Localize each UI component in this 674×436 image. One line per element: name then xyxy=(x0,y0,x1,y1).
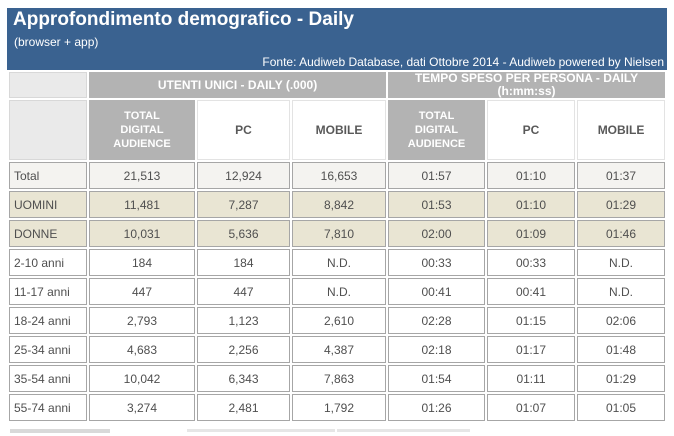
cell-value: 1,792 xyxy=(292,394,387,421)
next-table-partial-edge xyxy=(187,429,335,432)
cell-value: 01:07 xyxy=(487,394,576,421)
cell-value: 02:28 xyxy=(388,307,486,334)
cell-value: 184 xyxy=(197,249,290,276)
table-row-55-74-anni: 55-74 anni 3,274 2,481 1,792 01:26 01:07… xyxy=(9,394,666,421)
row-label: 35-54 anni xyxy=(9,365,87,392)
table-row-25-34-anni: 25-34 anni 4,683 2,256 4,387 02:18 01:17… xyxy=(9,336,666,363)
table-row-uomini: UOMINI 11,481 7,287 8,842 01:53 01:10 01… xyxy=(9,191,666,218)
cell-value: 5,636 xyxy=(197,220,290,247)
cell-value: N.D. xyxy=(292,249,387,276)
cell-value: 3,274 xyxy=(89,394,195,421)
cell-value: N.D. xyxy=(292,278,387,305)
cell-value: 11,481 xyxy=(89,191,195,218)
cell-value: 01:10 xyxy=(487,191,576,218)
cell-value: 01:26 xyxy=(388,394,486,421)
row-label: 2-10 anni xyxy=(9,249,87,276)
cell-value: 00:33 xyxy=(487,249,576,276)
table-row-donne: DONNE 10,031 5,636 7,810 02:00 01:09 01:… xyxy=(9,220,666,247)
page-subtitle: (browser + app) xyxy=(14,35,99,49)
cell-value: 01:29 xyxy=(577,365,666,392)
cell-value: 184 xyxy=(89,249,195,276)
cell-value: 10,031 xyxy=(89,220,195,247)
row-label: 11-17 anni xyxy=(9,278,87,305)
group-header-row: UTENTI UNICI - DAILY (.000) TEMPO SPESO … xyxy=(9,72,666,98)
cell-value: 8,842 xyxy=(292,191,387,218)
cell-value: 4,683 xyxy=(89,336,195,363)
row-label: UOMINI xyxy=(9,191,87,218)
sub-header-row: TOTAL DIGITAL AUDIENCE PC MOBILE TOTAL D… xyxy=(9,100,666,160)
cell-value: 00:41 xyxy=(487,278,576,305)
cell-value: 00:33 xyxy=(388,249,486,276)
cell-value: 2,610 xyxy=(292,307,387,334)
cell-value: 12,924 xyxy=(197,162,290,189)
cell-value: 01:29 xyxy=(577,191,666,218)
col-header-pc-uu: PC xyxy=(197,100,290,160)
group-header-label: UTENTI UNICI - DAILY (.000) xyxy=(157,77,318,92)
cell-value: 21,513 xyxy=(89,162,195,189)
row-label: 55-74 anni xyxy=(9,394,87,421)
cell-value: 01:17 xyxy=(487,336,576,363)
table-row-35-54-anni: 35-54 anni 10,042 6,343 7,863 01:54 01:1… xyxy=(9,365,666,392)
cell-value: 16,653 xyxy=(292,162,387,189)
cell-value: 2,481 xyxy=(197,394,290,421)
source-note: Fonte: Audiweb Database, dati Ottobre 20… xyxy=(262,55,664,69)
cell-value: 01:53 xyxy=(388,191,486,218)
cell-value: 01:10 xyxy=(487,162,576,189)
group-header-utenti-unici: UTENTI UNICI - DAILY (.000) xyxy=(89,72,387,98)
row-label: 25-34 anni xyxy=(9,336,87,363)
cell-value: 7,863 xyxy=(292,365,387,392)
row-label: 18-24 anni xyxy=(9,307,87,334)
group-header-label: TEMPO SPESO PER PERSONA - DAILY xyxy=(414,72,639,85)
cell-value: 2,793 xyxy=(89,307,195,334)
cell-value: 1,123 xyxy=(197,307,290,334)
cell-value: 447 xyxy=(197,278,290,305)
group-header-tempo-speso: TEMPO SPESO PER PERSONA - DAILY (h:mm:ss… xyxy=(388,72,666,98)
cell-value: 00:41 xyxy=(388,278,486,305)
cell-value: 01:11 xyxy=(487,365,576,392)
cell-value: 2,256 xyxy=(197,336,290,363)
cell-value: 10,042 xyxy=(89,365,195,392)
cell-value: N.D. xyxy=(577,249,666,276)
demographics-table: UTENTI UNICI - DAILY (.000) TEMPO SPESO … xyxy=(7,70,667,423)
cell-value: 01:54 xyxy=(388,365,486,392)
row-label: DONNE xyxy=(9,220,87,247)
col-header-mobile-uu: MOBILE xyxy=(292,100,387,160)
cell-value: 01:37 xyxy=(577,162,666,189)
cell-value: 6,343 xyxy=(197,365,290,392)
cell-value: 02:00 xyxy=(388,220,486,247)
next-table-partial-edge xyxy=(10,429,110,433)
col-header-pc-ts: PC xyxy=(487,100,576,160)
cell-value: 01:05 xyxy=(577,394,666,421)
corner-cell-top xyxy=(9,72,87,98)
table-row-18-24-anni: 18-24 anni 2,793 1,123 2,610 02:28 01:15… xyxy=(9,307,666,334)
row-label: Total xyxy=(9,162,87,189)
cell-value: 02:06 xyxy=(577,307,666,334)
cell-value: N.D. xyxy=(577,278,666,305)
cell-value: 7,810 xyxy=(292,220,387,247)
col-header-mobile-ts: MOBILE xyxy=(577,100,666,160)
cell-value: 01:15 xyxy=(487,307,576,334)
report-header-banner: Approfondimento demografico - Daily (bro… xyxy=(7,8,667,70)
col-header-total-digital-audience-ts: TOTAL DIGITAL AUDIENCE xyxy=(388,100,486,160)
table-row-11-17-anni: 11-17 anni 447 447 N.D. 00:41 00:41 N.D. xyxy=(9,278,666,305)
cell-value: 01:48 xyxy=(577,336,666,363)
corner-cell-bottom xyxy=(9,100,87,160)
cell-value: 4,387 xyxy=(292,336,387,363)
cell-value: 01:46 xyxy=(577,220,666,247)
cell-value: 7,287 xyxy=(197,191,290,218)
cell-value: 447 xyxy=(89,278,195,305)
cell-value: 02:18 xyxy=(388,336,486,363)
table-row-2-10-anni: 2-10 anni 184 184 N.D. 00:33 00:33 N.D. xyxy=(9,249,666,276)
table-row-total: Total 21,513 12,924 16,653 01:57 01:10 0… xyxy=(9,162,666,189)
page-title: Approfondimento demografico - Daily xyxy=(13,9,354,30)
col-header-label: TOTAL DIGITAL AUDIENCE xyxy=(407,110,466,150)
col-header-label: TOTAL DIGITAL AUDIENCE xyxy=(113,110,171,150)
col-header-total-digital-audience-uu: TOTAL DIGITAL AUDIENCE xyxy=(89,100,195,160)
group-header-unit: (h:mm:ss) xyxy=(497,84,556,98)
cell-value: 01:09 xyxy=(487,220,576,247)
cell-value: 01:57 xyxy=(388,162,486,189)
next-table-partial-edge xyxy=(337,429,470,432)
